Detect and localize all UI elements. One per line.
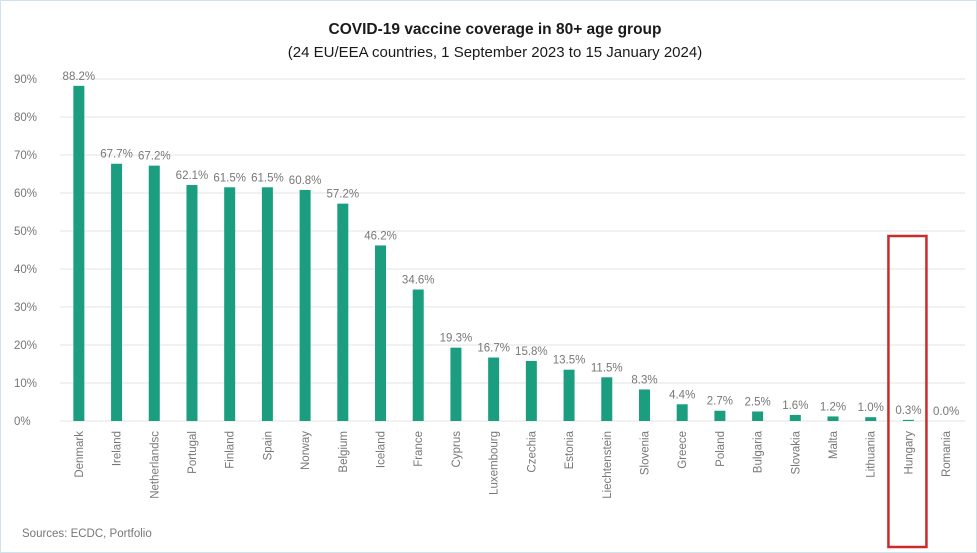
- data-label: 13.5%: [553, 355, 586, 367]
- data-label: 88.2%: [63, 71, 96, 83]
- x-tick-label: Cyprus: [451, 431, 463, 468]
- gridlines: [60, 78, 965, 422]
- bar: [111, 163, 123, 422]
- x-tick-label: Malta: [828, 430, 840, 459]
- bars: [73, 85, 914, 422]
- x-tick-label: France: [413, 431, 425, 467]
- x-tick-label: Denmark: [74, 431, 86, 478]
- x-tick-label: Luxembourg: [489, 431, 501, 495]
- chart-subtitle: (24 EU/EEA countries, 1 September 2023 t…: [288, 44, 702, 61]
- x-axis: Denmark Ireland Netherlandsc Portugal Finlan…: [74, 430, 953, 498]
- data-label: 60.8%: [289, 175, 322, 187]
- x-tick-label: Norway: [300, 431, 312, 470]
- x-tick-label: Czechia: [526, 430, 538, 472]
- x-tick-label: Slovenia: [639, 430, 651, 475]
- y-tick-label: 10%: [14, 378, 37, 390]
- x-tick-label: Belgium: [338, 431, 350, 473]
- data-label: 16.7%: [477, 343, 510, 355]
- data-labels: 88.2% 67.7% 67.2% 62.1% 61.5% 61.5% 60.8% 57.2%…: [63, 71, 960, 418]
- y-tick-label: 50%: [14, 226, 37, 238]
- bar: [488, 357, 500, 421]
- bar: [865, 417, 877, 421]
- y-tick-label: 90%: [14, 74, 37, 86]
- x-tick-label: Hungary: [903, 431, 915, 475]
- source-note: Sources: ECDC, Portfolio: [22, 528, 152, 540]
- x-tick-label: Bulgaria: [753, 430, 765, 473]
- data-label: 1.6%: [782, 400, 808, 412]
- data-label: 15.8%: [515, 346, 548, 358]
- y-tick-label: 0%: [14, 416, 31, 428]
- highlight-box: [887, 234, 928, 549]
- x-tick-label: Liechtenstein: [602, 431, 614, 499]
- data-label: 34.6%: [402, 275, 435, 287]
- data-label: 62.1%: [176, 170, 209, 182]
- bar: [337, 203, 349, 421]
- x-tick-label: Portugal: [187, 431, 199, 474]
- y-tick-label: 20%: [14, 340, 37, 352]
- bar: [601, 377, 613, 421]
- data-label: 61.5%: [213, 172, 246, 184]
- data-label: 19.3%: [440, 333, 473, 345]
- bar: [789, 414, 801, 421]
- data-label: 67.2%: [138, 151, 171, 163]
- data-label: 67.7%: [100, 149, 133, 161]
- x-tick-label: Poland: [715, 431, 727, 467]
- y-tick-label: 60%: [14, 188, 37, 200]
- bar: [375, 245, 387, 421]
- bar: [261, 187, 273, 421]
- x-tick-label: Estonia: [564, 430, 576, 469]
- x-tick-label: Iceland: [376, 431, 388, 468]
- bar: [412, 289, 424, 421]
- data-label: 0.0%: [933, 406, 959, 418]
- bar: [186, 185, 198, 421]
- bar: [902, 419, 914, 421]
- x-tick-label: Lithuania: [866, 430, 878, 477]
- data-label: 1.0%: [858, 402, 884, 414]
- chart-title: COVID-19 vaccine coverage in 80+ age gro…: [329, 21, 662, 38]
- data-label: 2.7%: [707, 396, 733, 408]
- bar: [450, 347, 462, 421]
- data-label: 4.4%: [669, 389, 695, 401]
- x-tick-label: Slovakia: [790, 430, 802, 474]
- bar: [525, 360, 537, 421]
- bar: [224, 187, 236, 421]
- bar: [676, 404, 688, 421]
- y-tick-label: 40%: [14, 264, 37, 276]
- y-tick-label: 80%: [14, 112, 37, 124]
- bar: [714, 410, 726, 421]
- x-tick-label: Spain: [262, 431, 274, 460]
- data-label: 57.2%: [327, 189, 360, 201]
- data-label: 11.5%: [591, 362, 623, 374]
- bar: [299, 189, 311, 421]
- data-label: 46.2%: [364, 230, 397, 242]
- bar: [563, 369, 575, 421]
- y-tick-label: 70%: [14, 150, 37, 162]
- bar: [752, 411, 764, 421]
- data-label: 2.5%: [744, 397, 770, 409]
- y-tick-label: 30%: [14, 302, 37, 314]
- x-tick-label: Ireland: [112, 431, 124, 466]
- x-tick-label: Greece: [677, 431, 689, 469]
- data-label: 61.5%: [251, 172, 284, 184]
- x-tick-label: Netherlandsc: [149, 431, 161, 499]
- x-tick-label: Romania: [941, 430, 953, 477]
- bar: [148, 165, 160, 421]
- data-label: 0.3%: [895, 405, 921, 417]
- x-tick-label: Finland: [225, 431, 237, 469]
- data-label: 1.2%: [820, 401, 846, 413]
- bar: [827, 416, 839, 421]
- bar: [638, 389, 650, 421]
- data-label: 8.3%: [631, 374, 657, 386]
- bar: [73, 85, 85, 421]
- y-axis: 0% 10% 20% 30% 40% 50% 60% 70% 80% 90%: [14, 74, 37, 428]
